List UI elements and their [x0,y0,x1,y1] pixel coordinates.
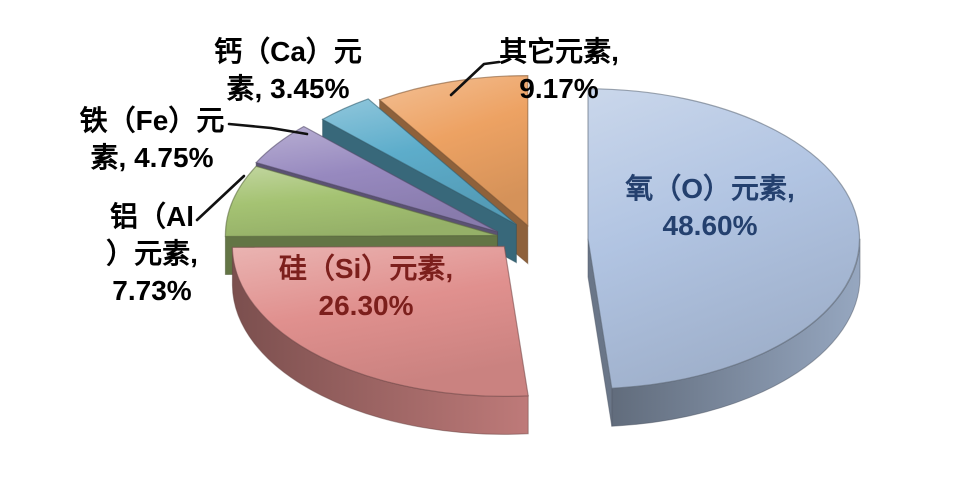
pie-slice-oxygen [587,88,861,427]
label-aluminum-line2: ）元素, [106,238,198,269]
pie-slice-other-top [378,74,529,227]
leader-line-iron [227,122,309,136]
label-oxygen: 氧（O）元素, 48.60% [590,170,830,244]
pie-slice-calcium-top [321,98,517,226]
label-silicon-line2: 26.30% [318,290,414,321]
label-silicon: 硅（Si）元素, 26.30% [246,250,486,324]
pie-slice-oxygen-top [587,88,861,389]
label-silicon-line1: 硅（Si）元素, [278,253,454,284]
pie-slice-silicon [231,245,529,435]
pie-slice-silicon-top [231,245,529,397]
label-oxygen-line1: 氧（O）元素, [625,173,795,204]
label-other: 其它元素, 9.17% [439,33,679,107]
label-calcium-line1: 钙（Ca）元 [214,36,362,67]
leader-line-other [449,60,501,97]
label-calcium: 钙（Ca）元 素, 3.45% [168,33,408,107]
pie-slice-aluminum-top [224,165,498,238]
leader-line-aluminum [195,174,246,222]
label-oxygen-line2: 48.60% [662,210,758,241]
label-iron-line1: 铁（Fe）元 [79,105,225,136]
label-iron-line2: 素, 4.75% [90,142,214,173]
pie-slice-iron-top [255,125,498,233]
label-aluminum-line1: 铝（Al [109,201,194,232]
label-aluminum-line3: 7.73% [112,275,192,306]
label-other-line1: 其它元素, [499,36,619,67]
label-calcium-line2: 素, 3.45% [226,73,350,104]
label-aluminum: 铝（Al ）元素, 7.73% [32,198,272,309]
label-other-line2: 9.17% [519,73,599,104]
label-iron: 铁（Fe）元 素, 4.75% [32,102,272,176]
